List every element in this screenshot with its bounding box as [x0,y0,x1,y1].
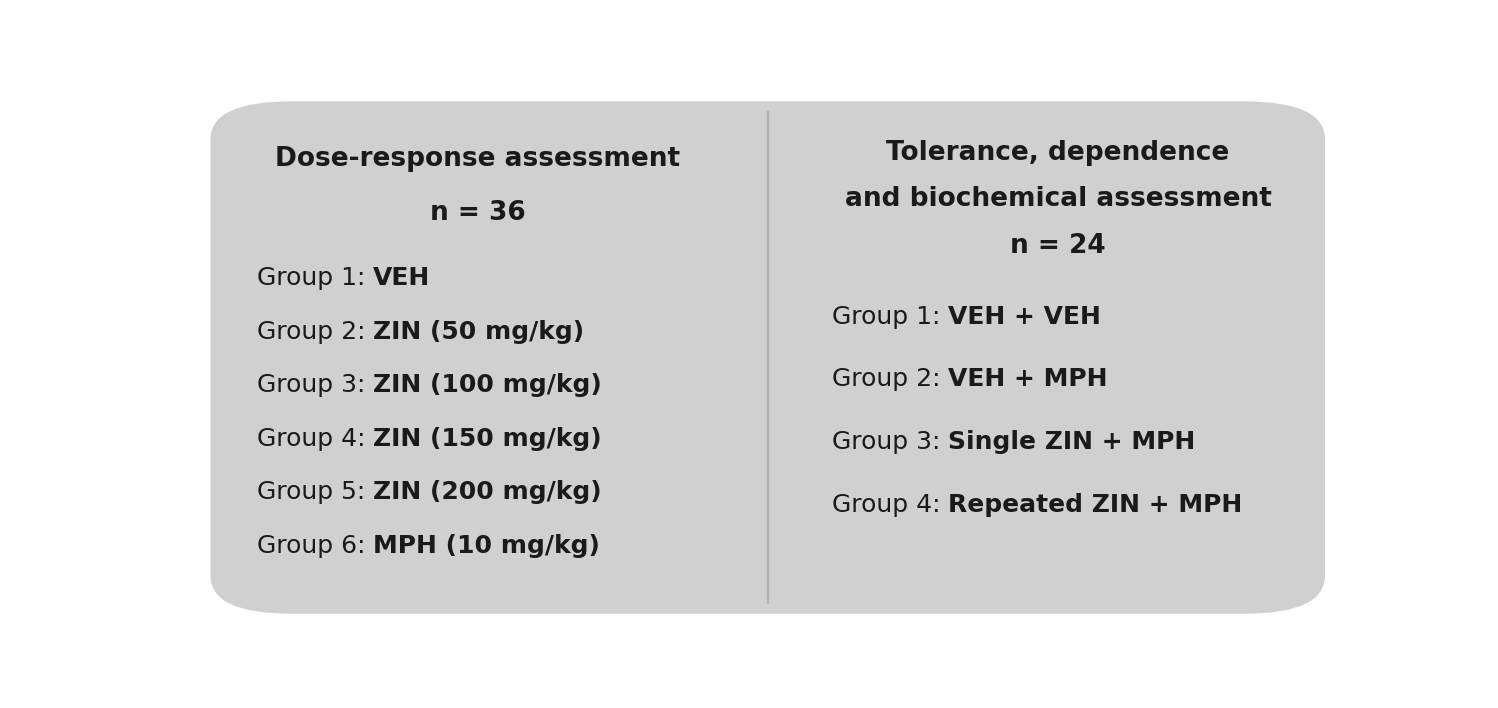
Text: and biochemical assessment: and biochemical assessment [845,186,1272,212]
Text: ZIN (50 mg/kg): ZIN (50 mg/kg) [373,320,584,344]
Text: Group 6:: Group 6: [258,534,373,558]
Text: Group 2:: Group 2: [258,320,373,344]
Text: ZIN (150 mg/kg): ZIN (150 mg/kg) [373,427,602,451]
Text: Group 4:: Group 4: [258,427,373,451]
Text: n = 24: n = 24 [1010,233,1106,259]
Text: Group 5:: Group 5: [258,480,373,504]
Text: ZIN (100 mg/kg): ZIN (100 mg/kg) [373,373,602,397]
Text: Group 1:: Group 1: [831,304,948,329]
Text: Group 1:: Group 1: [258,266,373,290]
Text: MPH (10 mg/kg): MPH (10 mg/kg) [373,534,601,558]
Text: Single ZIN + MPH: Single ZIN + MPH [948,430,1195,454]
Text: Group 2:: Group 2: [831,367,948,392]
Text: n = 36: n = 36 [430,200,526,226]
Text: Group 3:: Group 3: [258,373,373,397]
Text: ZIN (200 mg/kg): ZIN (200 mg/kg) [373,480,602,504]
Text: VEH + MPH: VEH + MPH [948,367,1107,392]
Text: Group 4:: Group 4: [831,493,948,517]
Text: Repeated ZIN + MPH: Repeated ZIN + MPH [948,493,1242,517]
Text: VEH: VEH [373,266,430,290]
Text: Group 3:: Group 3: [831,430,948,454]
FancyBboxPatch shape [210,101,1324,614]
Text: Tolerance, dependence: Tolerance, dependence [887,140,1230,166]
Text: VEH + VEH: VEH + VEH [948,304,1101,329]
Text: Dose-response assessment: Dose-response assessment [276,146,680,171]
